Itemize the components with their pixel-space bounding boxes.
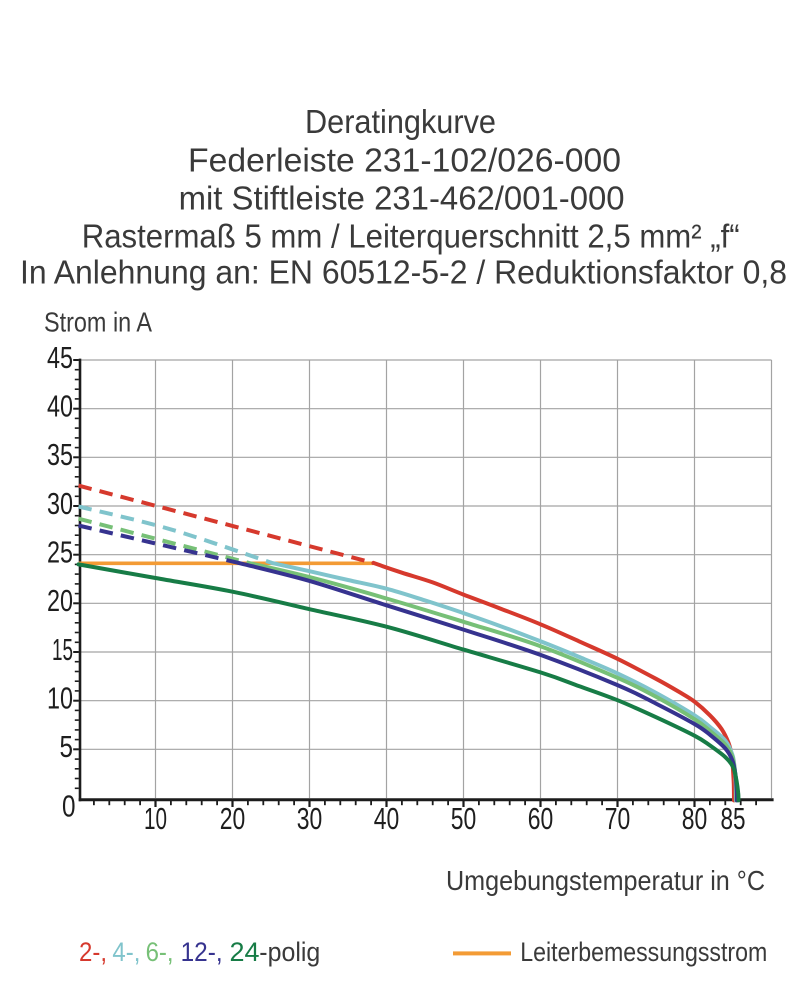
- svg-text:mit Stiftleiste 231-462/001-00: mit Stiftleiste 231-462/001-000: [179, 180, 625, 217]
- svg-text:35: 35: [47, 437, 73, 472]
- svg-text:40: 40: [374, 801, 400, 836]
- svg-text:20: 20: [220, 801, 246, 836]
- svg-text:70: 70: [605, 801, 631, 836]
- svg-text:15: 15: [52, 632, 73, 667]
- svg-text:5: 5: [60, 729, 74, 764]
- svg-text:Rastermaß 5 mm / Leiterquersch: Rastermaß 5 mm / Leiterquerschnitt 2,5 m…: [82, 218, 740, 255]
- svg-text:10: 10: [144, 801, 167, 836]
- svg-text:Strom in A: Strom in A: [44, 307, 152, 338]
- svg-text:Leiterbemessungsstrom: Leiterbemessungsstrom: [520, 937, 767, 967]
- svg-text:80: 80: [682, 801, 708, 836]
- svg-text:50: 50: [451, 801, 477, 836]
- svg-text:2-,: 2-,: [79, 937, 107, 967]
- svg-text:4-,: 4-,: [112, 937, 140, 967]
- svg-text:40: 40: [47, 389, 73, 424]
- svg-text:Federleiste 231-102/026-000: Federleiste 231-102/026-000: [188, 142, 621, 179]
- svg-text:6-,: 6-,: [146, 937, 174, 967]
- svg-text:45: 45: [47, 340, 73, 375]
- svg-text:30: 30: [47, 486, 73, 521]
- svg-text:25: 25: [47, 535, 73, 570]
- svg-text:10: 10: [47, 681, 73, 716]
- svg-text:Deratingkurve: Deratingkurve: [305, 103, 496, 140]
- svg-text:30: 30: [297, 801, 323, 836]
- svg-text:In Anlehnung an: EN 60512-5-2: In Anlehnung an: EN 60512-5-2 / Reduktio…: [20, 254, 787, 291]
- svg-text:24: 24: [230, 937, 260, 967]
- svg-text:-polig: -polig: [259, 937, 320, 967]
- svg-text:60: 60: [528, 801, 554, 836]
- svg-text:0: 0: [62, 788, 76, 823]
- svg-text:12-,: 12-,: [181, 937, 223, 967]
- svg-text:20: 20: [47, 583, 73, 618]
- svg-text:Umgebungstemperatur in °C: Umgebungstemperatur in °C: [446, 865, 765, 896]
- svg-text:85: 85: [721, 801, 746, 836]
